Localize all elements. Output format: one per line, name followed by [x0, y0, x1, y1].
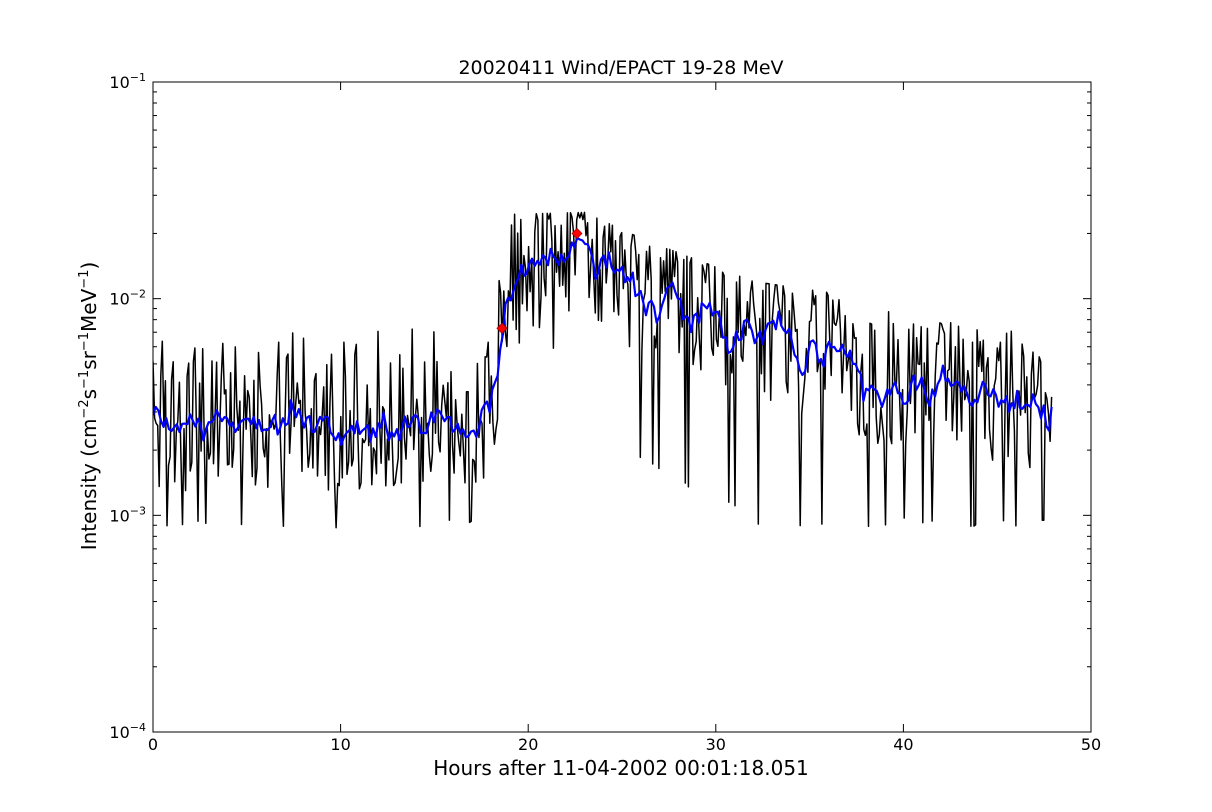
x-tick-labels: 0 10 20 30 40 50 — [148, 735, 1101, 754]
marker-diamond-1 — [496, 322, 508, 334]
series-raw-intensity-line — [153, 211, 1053, 529]
chart-title: 20020411 Wind/EPACT 19-28 MeV — [458, 57, 783, 79]
x-tick-label: 0 — [148, 735, 158, 754]
plot-frame — [152, 81, 1092, 733]
x-tick-label: 40 — [893, 735, 913, 754]
marker-diamond-2 — [571, 227, 583, 240]
y-tick-label: 10−1 — [109, 71, 146, 92]
y-axis-label: Intensity (cm−2s−1sr−1MeV−1) — [77, 262, 101, 551]
x-tick-label: 50 — [1081, 735, 1101, 754]
y-tick-label: 10−2 — [109, 288, 146, 309]
series-smoothed-intensity-line — [153, 236, 1053, 447]
plot-area — [153, 211, 1053, 529]
x-tick-label: 30 — [706, 735, 726, 754]
y-tick-label: 10−4 — [109, 721, 146, 742]
y-tick-label: 10−3 — [109, 504, 146, 525]
x-axis-label: Hours after 11-04-2002 00:01:18.051 — [433, 756, 809, 780]
axis-ticks — [152, 81, 1092, 733]
x-tick-label: 20 — [518, 735, 538, 754]
y-tick-labels: 10−4 10−3 10−2 10−1 — [109, 71, 146, 742]
x-tick-label: 10 — [330, 735, 350, 754]
